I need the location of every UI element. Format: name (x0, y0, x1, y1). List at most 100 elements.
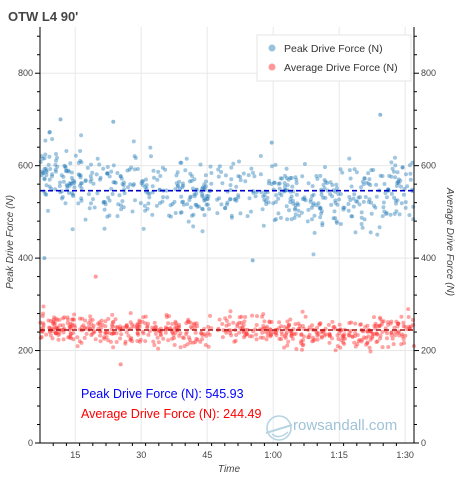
average-force-point (51, 319, 56, 324)
peak-force-point (321, 182, 326, 187)
average-force-point (370, 331, 375, 336)
average-force-point (93, 337, 98, 342)
peak-force-point (258, 172, 263, 177)
average-force-point (378, 317, 383, 322)
peak-force-point (220, 181, 225, 186)
average-force-point (349, 320, 354, 325)
average-force-point (178, 331, 183, 336)
average-force-point (268, 327, 273, 332)
average-force-point (67, 324, 72, 329)
peak-force-point (97, 162, 102, 167)
peak-force-point (78, 158, 83, 163)
average-force-point (41, 321, 46, 326)
average-force-point (167, 314, 171, 319)
average-force-point (164, 312, 169, 317)
peak-force-point (219, 202, 224, 207)
average-force-point (75, 344, 80, 349)
average-force-point (341, 334, 346, 339)
peak-force-point (272, 180, 277, 185)
peak-force-point (278, 215, 283, 220)
average-force-point (106, 338, 110, 343)
peak-force-point (315, 176, 320, 181)
average-force-point (98, 333, 103, 338)
average-force-point (371, 332, 376, 337)
peak-force-point (229, 215, 234, 220)
peak-force-point (342, 205, 347, 210)
average-force-point (119, 332, 124, 337)
peak-force-point (335, 202, 340, 207)
peak-force-point (204, 202, 209, 207)
peak-force-point (228, 183, 233, 188)
peak-force-point (179, 160, 184, 165)
peak-force-point (58, 117, 63, 122)
peak-force-point (183, 168, 188, 173)
peak-force-point (294, 192, 299, 197)
peak-force-point (102, 207, 107, 212)
peak-force-point (76, 161, 81, 165)
average-force-point (145, 325, 150, 330)
peak-force-point (278, 176, 283, 181)
peak-force-point (63, 165, 68, 170)
peak-force-point (293, 212, 298, 217)
average-force-point (263, 330, 268, 334)
peak-force-point (105, 165, 110, 169)
peak-force-point (310, 217, 314, 222)
peak-force-point (188, 195, 193, 200)
peak-force-point (395, 170, 400, 175)
average-force-point (364, 336, 369, 340)
average-force-point (241, 323, 246, 327)
average-force-point (357, 338, 362, 342)
peak-force-point (335, 186, 339, 191)
average-force-point (254, 337, 259, 342)
peak-force-point (322, 178, 327, 182)
average-force-point (406, 324, 411, 329)
average-force-point (341, 340, 346, 345)
peak-force-point (155, 177, 160, 182)
average-force-point (124, 323, 129, 327)
average-force-point (355, 342, 360, 347)
peak-force-point (393, 198, 398, 203)
peak-force-point (41, 171, 46, 176)
peak-force-point (293, 203, 298, 208)
peak-force-point (156, 169, 161, 174)
average-force-point (389, 330, 394, 335)
peak-force-point (388, 212, 393, 217)
peak-force-point (40, 169, 45, 174)
peak-force-point (160, 199, 165, 204)
average-force-point (77, 316, 82, 321)
average-force-point (150, 325, 155, 330)
peak-force-point (85, 165, 90, 170)
average-force-point (217, 317, 222, 322)
average-force-point (386, 322, 391, 327)
peak-force-point (271, 201, 276, 206)
average-force-point (303, 314, 308, 319)
average-force-point (47, 330, 52, 334)
peak-force-point (47, 177, 52, 182)
average-force-point (68, 324, 72, 329)
average-force-point (54, 316, 59, 321)
average-force-point (366, 334, 371, 339)
average-force-point (347, 333, 352, 338)
peak-force-point (320, 223, 325, 228)
average-force-point (380, 319, 385, 324)
average-force-point (172, 336, 176, 341)
average-force-point (347, 330, 352, 335)
average-force-point (168, 326, 173, 331)
peak-force-point (143, 185, 148, 190)
average-force-point (199, 331, 204, 336)
average-force-point (377, 323, 382, 328)
average-force-point (385, 331, 390, 336)
watermark: rowsandall.com (265, 415, 397, 441)
average-force-point (274, 333, 279, 338)
peak-force-point (60, 195, 65, 199)
average-force-point (135, 321, 140, 326)
average-force-point (315, 330, 320, 335)
peak-force-point (396, 181, 401, 186)
average-force-point (335, 344, 340, 349)
average-force-point (51, 321, 55, 326)
peak-force-point (305, 219, 310, 224)
average-force-point (54, 325, 59, 330)
legend-marker-average (268, 63, 276, 71)
average-force-point (358, 322, 363, 327)
peak-force-point (287, 208, 291, 213)
